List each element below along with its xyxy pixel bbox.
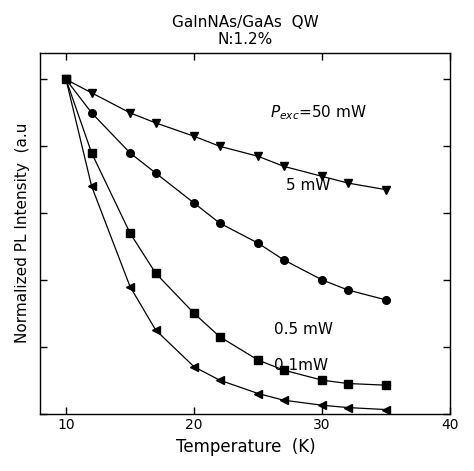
Y-axis label: Normalized PL Intensity  (a.u: Normalized PL Intensity (a.u [15, 123, 30, 343]
X-axis label: Temperature  (K): Temperature (K) [175, 438, 315, 456]
Text: 0.5 mW: 0.5 mW [274, 322, 333, 337]
Title: GaInNAs/GaAs  QW
N:1.2%: GaInNAs/GaAs QW N:1.2% [172, 15, 319, 48]
Text: 5 mW: 5 mW [286, 178, 331, 193]
Text: 0.1mW: 0.1mW [274, 358, 328, 374]
Text: $P_{exc}$=50 mW: $P_{exc}$=50 mW [270, 104, 367, 122]
